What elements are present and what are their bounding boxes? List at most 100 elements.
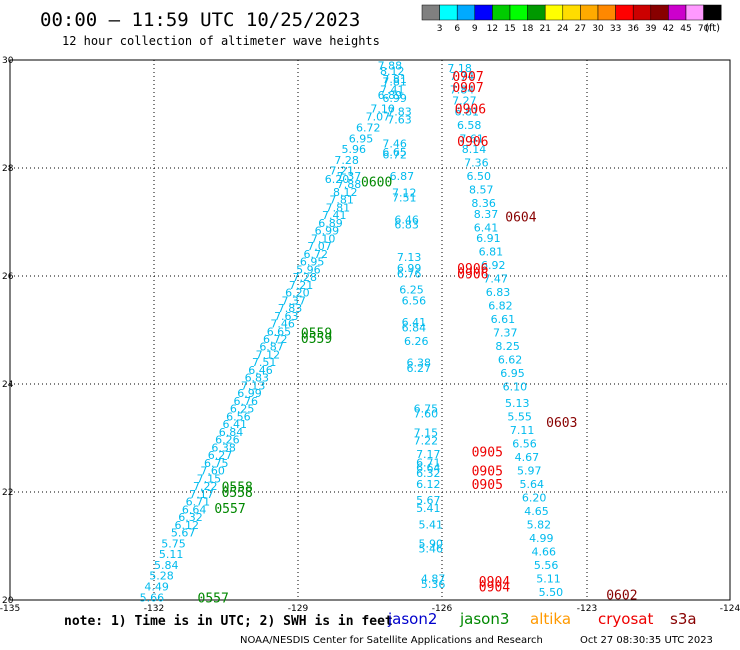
units-note: note: 1) Time is in UTC; 2) SWH is in fe… xyxy=(64,614,393,629)
y-tick-label: 26 xyxy=(2,272,14,282)
swh-value: 6.56 xyxy=(512,437,537,450)
pass-time-label: 0557 xyxy=(214,502,245,517)
swh-value: 6.32 xyxy=(178,511,203,524)
swh-value: 7.11 xyxy=(510,424,535,437)
colorbar-swatch xyxy=(439,4,458,21)
axis-ticks: -135 -132 -129 -126 -123 -124 20 22 24 26 28 30 xyxy=(0,56,740,614)
swh-value: 6.50 xyxy=(467,170,492,183)
swh-value: 6.12 xyxy=(416,478,441,491)
swh-value: 5.96 xyxy=(342,143,367,156)
swh-value: 6.72 xyxy=(382,149,407,162)
pass-time-label: 0603 xyxy=(546,416,577,431)
swh-value: 7.61 xyxy=(459,132,484,145)
swh-value: 7.28 xyxy=(334,154,359,167)
y-tick-label: 20 xyxy=(2,596,14,606)
swh-value: 6.75 xyxy=(204,457,229,470)
swh-value: 6.25 xyxy=(230,403,255,416)
colorbar-tick: 6 xyxy=(454,24,460,34)
swh-value: 6.27 xyxy=(406,362,431,375)
swh-value: 6.83 xyxy=(486,286,511,299)
colorbar-swatch xyxy=(562,4,581,21)
swh-value: 4.49 xyxy=(144,581,169,594)
swh-value: 7.47 xyxy=(483,273,508,286)
colorbar-swatch xyxy=(456,4,476,21)
colorbar-unit: (ft) xyxy=(705,23,720,34)
swh-value: 6.76 xyxy=(397,267,422,280)
colorbar-tick: 39 xyxy=(645,24,657,34)
swh-value: 6.64 xyxy=(416,462,441,475)
colorbar-swatch xyxy=(597,4,616,21)
pass-time-label: 0558 xyxy=(222,481,253,496)
swh-value: 7.28 xyxy=(293,271,318,284)
swh-value: 6.38 xyxy=(406,356,431,369)
swh-value: 7.12 xyxy=(392,186,417,199)
swh-value: 6.72 xyxy=(304,248,329,261)
swh-value: 7.51 xyxy=(252,356,277,369)
swh-value: 6.71 xyxy=(416,456,441,469)
swh-value: 6.41 xyxy=(402,316,427,329)
swh-value: 6.46 xyxy=(394,213,419,226)
colorbar-tick: 70 xyxy=(698,24,710,34)
swh-value: 7.22 xyxy=(193,480,218,493)
swh-value: 5.46 xyxy=(418,543,443,556)
swh-value: 7.60 xyxy=(200,465,225,478)
swh-value: 6.91 xyxy=(476,232,501,245)
swh-value: 7.21 xyxy=(330,165,355,178)
swh-value: 5.13 xyxy=(505,397,530,410)
swh-value: 6.64 xyxy=(182,503,207,516)
swh-value: 6.99 xyxy=(382,92,407,105)
swh-value: 6.20 xyxy=(522,491,547,504)
swh-value: 6.82 xyxy=(488,300,513,313)
pass-time-label: 0905 xyxy=(472,478,503,493)
swh-value: 5.75 xyxy=(161,537,186,550)
swh-value: 7.10 xyxy=(311,232,336,245)
swh-value: 6.58 xyxy=(457,119,482,132)
y-tick-label: 30 xyxy=(2,56,14,66)
swh-value: 5.11 xyxy=(536,572,561,585)
swh-value: 7.15 xyxy=(197,472,222,485)
swh-value: 7.17 xyxy=(416,448,441,461)
swh-value: 6.71 xyxy=(186,496,211,509)
colorbar-swatch xyxy=(474,4,493,21)
pass-time-label: 0604 xyxy=(505,211,536,226)
satellite-legend-cryosat: cryosat xyxy=(598,610,653,628)
swh-value: 7.88 xyxy=(337,178,362,191)
timestamp-text: Oct 27 08:30:35 UTC 2023 xyxy=(580,635,713,646)
swh-value: 6.83 xyxy=(245,372,270,385)
swh-value: 6.87 xyxy=(259,341,284,354)
pass-time-label: 0905 xyxy=(472,464,503,479)
swh-value: 6.84 xyxy=(219,426,244,439)
pass-time-label: 0904 xyxy=(479,581,510,596)
swh-value: 6.81 xyxy=(479,246,504,259)
swh-value: 6.72 xyxy=(263,333,288,346)
colorbar-swatch xyxy=(421,4,440,21)
swh-value: 6.20 xyxy=(325,173,350,186)
swh-value: 7.22 xyxy=(414,435,439,448)
swh-value: 7.74 xyxy=(450,70,475,83)
colorbar-tick: 18 xyxy=(522,24,534,34)
colorbar-swatch xyxy=(632,4,652,21)
swh-value: 6.99 xyxy=(397,262,422,275)
swh-value: 8.36 xyxy=(471,197,496,210)
swh-value: 5.67 xyxy=(416,494,441,507)
swh-value: 6.20 xyxy=(285,287,310,300)
swh-value: 6.92 xyxy=(481,259,506,272)
pass-time-label: 0906 xyxy=(457,135,488,150)
colorbar-tick: 30 xyxy=(592,24,604,34)
swh-value: 7.17 xyxy=(189,488,214,501)
swh-value: 7.81 xyxy=(326,201,351,214)
swh-value: 6.32 xyxy=(416,467,441,480)
swh-value: 7.07 xyxy=(307,240,332,253)
colorbar-legend: 3 6 9 12 15 18 21 24 27 30 33 36 39 42 45 70 xyxy=(421,4,722,34)
satellite-legend: jason2 jason3 altika cryosat s3a xyxy=(387,610,697,628)
colorbar-tick: 42 xyxy=(663,24,674,34)
swh-value: 7.37 xyxy=(281,294,306,307)
swh-value: 6.65 xyxy=(382,146,407,159)
x-tick-label: -124 xyxy=(720,604,740,614)
satellite-legend-altika: altika xyxy=(530,610,571,628)
swh-value: 4.66 xyxy=(531,545,556,558)
swh-value: 7.41 xyxy=(322,209,347,222)
pass-time-label: 0904 xyxy=(479,575,510,590)
swh-value: 7.63 xyxy=(274,310,299,323)
colorbar-swatch xyxy=(650,4,669,21)
